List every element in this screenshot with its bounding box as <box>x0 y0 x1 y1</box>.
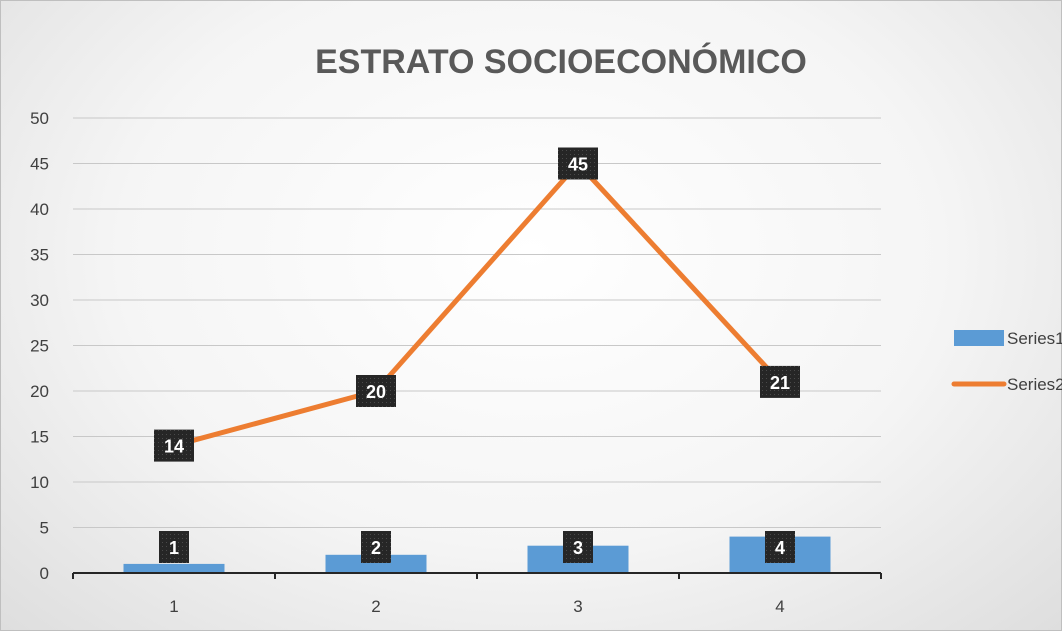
data-label: 1 <box>169 538 179 558</box>
data-label-box <box>159 531 189 563</box>
y-tick-label: 30 <box>30 291 49 310</box>
legend-label-series1: Series1 <box>1007 329 1062 348</box>
gridlines <box>73 117 881 528</box>
series1-bars <box>123 536 831 573</box>
chart-title: ESTRATO SOCIOECONÓMICO <box>315 43 807 81</box>
y-tick-label: 10 <box>30 473 49 492</box>
data-label-box <box>356 375 396 407</box>
data-label-box <box>361 531 391 563</box>
y-axis-tick-labels: 0 5 10 15 20 25 30 35 40 45 50 <box>30 109 49 583</box>
bar <box>123 563 225 573</box>
data-label: 3 <box>573 538 583 558</box>
y-tick-label: 45 <box>30 155 49 174</box>
data-label-box <box>563 531 593 563</box>
data-label: 20 <box>366 382 386 402</box>
y-tick-label: 15 <box>30 428 49 447</box>
x-axis <box>72 572 882 579</box>
x-tick-label: 1 <box>169 597 178 616</box>
data-label: 14 <box>164 437 184 457</box>
bar <box>325 554 427 573</box>
data-label-box <box>765 531 795 563</box>
data-labels: 1 2 3 4 14 20 45 21 <box>154 147 800 563</box>
x-tick-label: 2 <box>371 597 380 616</box>
series2-polyline <box>171 161 783 449</box>
x-tick-label: 3 <box>573 597 582 616</box>
legend: Series1 Series2 <box>951 329 1062 394</box>
data-label: 4 <box>775 538 785 558</box>
y-tick-label: 5 <box>40 519 49 538</box>
y-tick-label: 0 <box>40 564 49 583</box>
y-tick-label: 35 <box>30 246 49 265</box>
data-label-box <box>760 365 800 398</box>
y-tick-label: 25 <box>30 337 49 356</box>
data-label: 2 <box>371 538 381 558</box>
data-label: 45 <box>568 155 588 175</box>
x-axis-tick-labels: 1 2 3 4 <box>169 597 784 616</box>
series2-line <box>171 161 783 449</box>
y-tick-label: 40 <box>30 200 49 219</box>
x-tick-label: 4 <box>775 597 784 616</box>
data-label: 21 <box>770 373 790 393</box>
legend-swatch-series1 <box>954 330 1004 346</box>
data-label-box <box>154 429 194 462</box>
y-tick-label: 20 <box>30 382 49 401</box>
data-label-box <box>558 147 598 180</box>
legend-label-series2: Series2 <box>1007 375 1062 394</box>
y-tick-label: 50 <box>30 109 49 128</box>
